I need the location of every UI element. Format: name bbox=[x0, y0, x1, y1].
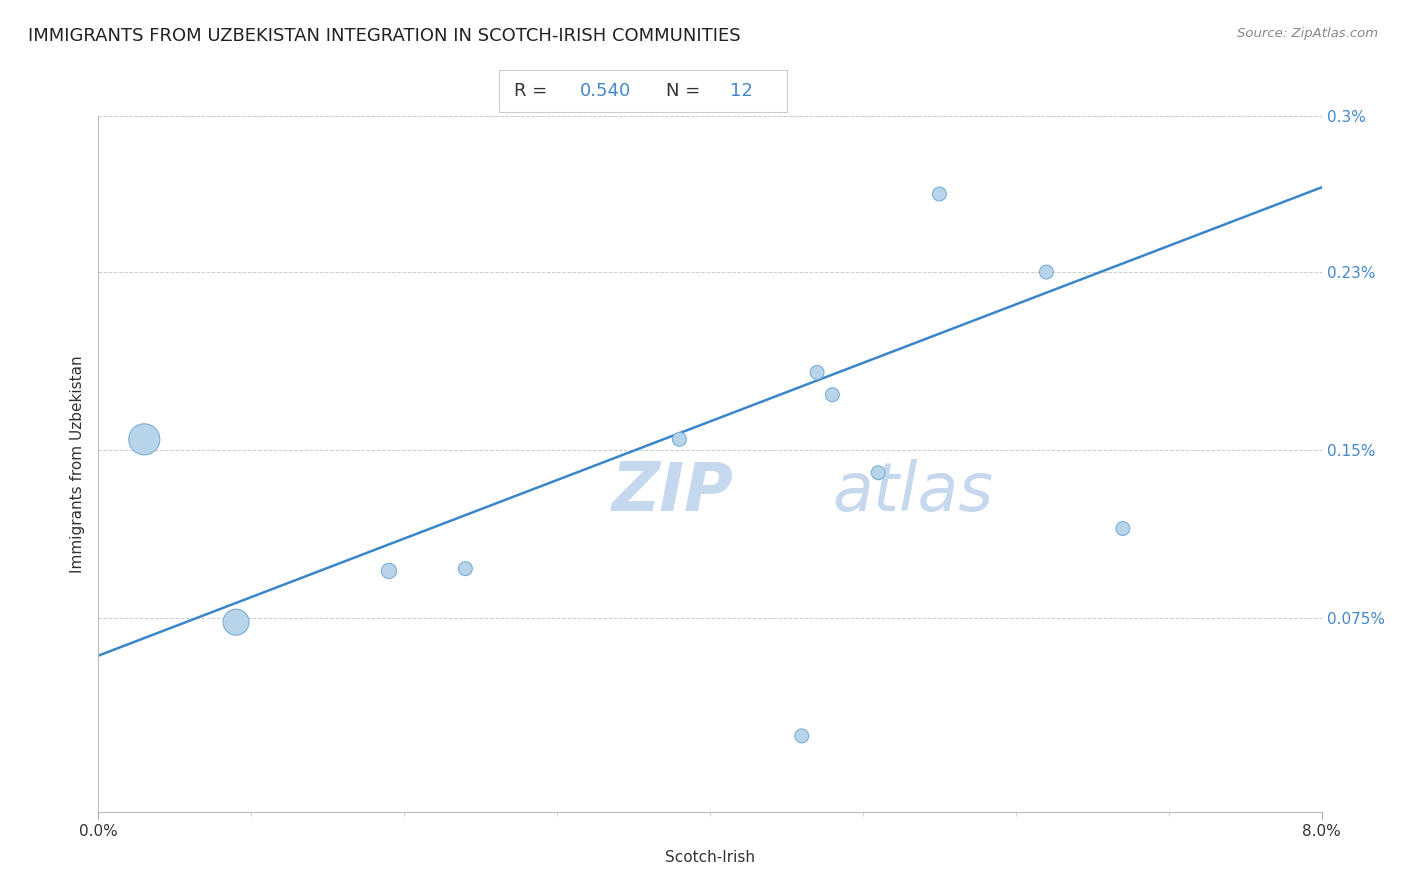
Point bbox=[790, 729, 813, 743]
Text: 0.540: 0.540 bbox=[579, 82, 631, 100]
Point bbox=[868, 466, 890, 480]
Point bbox=[378, 564, 401, 578]
Point bbox=[928, 187, 950, 202]
Point bbox=[806, 366, 828, 380]
Text: IMMIGRANTS FROM UZBEKISTAN INTEGRATION IN SCOTCH-IRISH COMMUNITIES: IMMIGRANTS FROM UZBEKISTAN INTEGRATION I… bbox=[28, 27, 741, 45]
Point bbox=[821, 387, 844, 401]
Point bbox=[1112, 521, 1135, 535]
Point bbox=[225, 615, 247, 630]
Text: N =: N = bbox=[666, 82, 706, 100]
Text: Source: ZipAtlas.com: Source: ZipAtlas.com bbox=[1237, 27, 1378, 40]
X-axis label: Scotch-Irish: Scotch-Irish bbox=[665, 850, 755, 864]
Point bbox=[454, 562, 477, 576]
Text: 12: 12 bbox=[730, 82, 752, 100]
Y-axis label: Immigrants from Uzbekistan: Immigrants from Uzbekistan bbox=[69, 355, 84, 573]
Point bbox=[134, 433, 156, 447]
Text: R =: R = bbox=[513, 82, 553, 100]
Text: atlas: atlas bbox=[832, 458, 994, 524]
Text: ZIP: ZIP bbox=[612, 458, 734, 524]
Point bbox=[668, 433, 690, 447]
Point bbox=[1035, 265, 1057, 279]
